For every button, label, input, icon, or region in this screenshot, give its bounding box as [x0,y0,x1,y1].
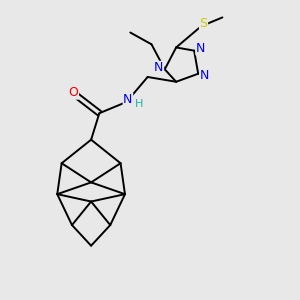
Text: N: N [200,69,209,82]
Text: O: O [68,86,78,99]
Text: N: N [154,61,164,74]
Text: H: H [135,99,143,110]
Text: S: S [200,17,208,30]
Text: N: N [123,93,133,106]
Text: N: N [196,42,205,55]
